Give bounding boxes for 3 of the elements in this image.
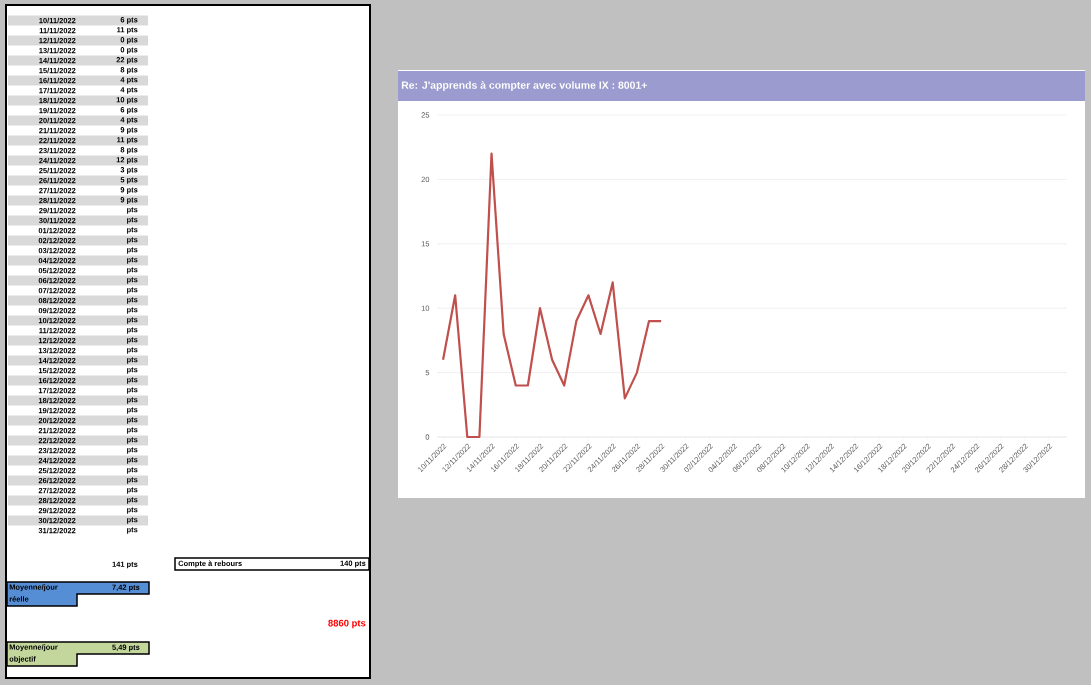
text: 8860 pts	[328, 619, 366, 629]
chart-title: Re: J'apprends à compter avec volume IX : 8001+	[401, 81, 647, 91]
line-series	[441, 152, 663, 439]
